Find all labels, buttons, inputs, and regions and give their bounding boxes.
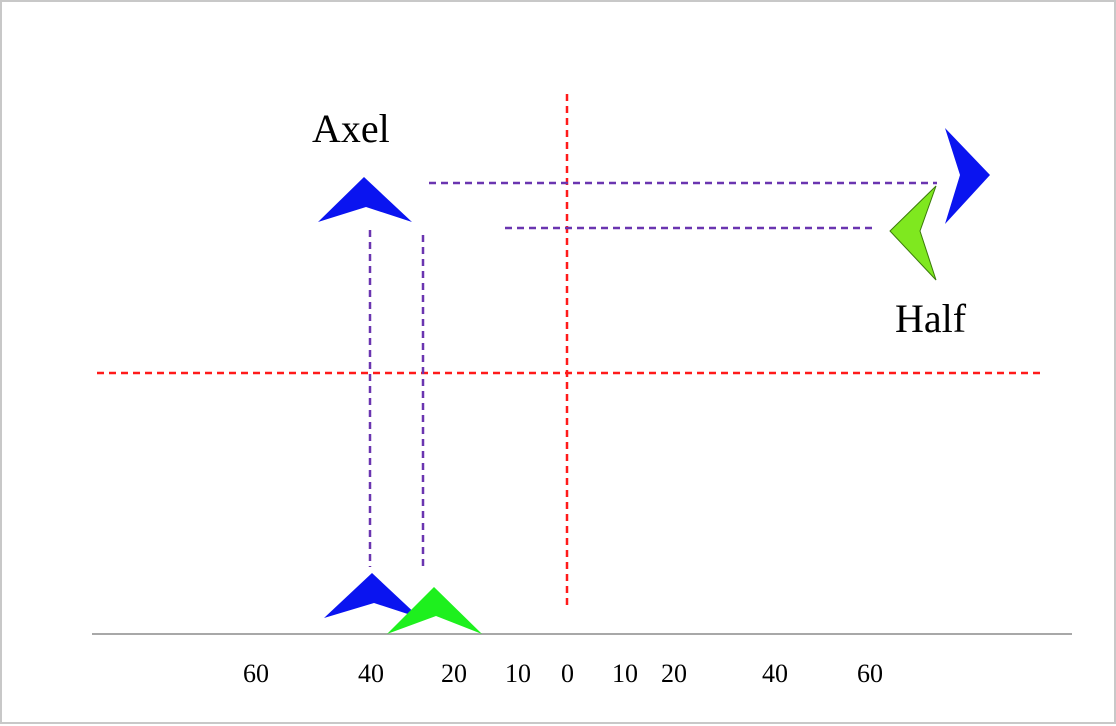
tick-label: 40 (358, 659, 384, 688)
axel-right-marker (945, 128, 990, 224)
tick-label: 20 (441, 659, 467, 688)
axel-label: Axel (312, 106, 390, 151)
axel-top-marker (318, 177, 412, 222)
tick-label: 40 (762, 659, 788, 688)
tick-label: 60 (857, 659, 883, 688)
tick-label: 0 (561, 659, 574, 688)
half-bottom-marker (387, 587, 482, 634)
axel-bottom-marker (324, 573, 420, 618)
half-right-marker (889, 185, 937, 281)
tick-label: 10 (505, 659, 531, 688)
tick-label: 10 (612, 659, 638, 688)
tick-label: 60 (243, 659, 269, 688)
tick-label: 20 (661, 659, 687, 688)
half-label: Half (895, 296, 967, 341)
